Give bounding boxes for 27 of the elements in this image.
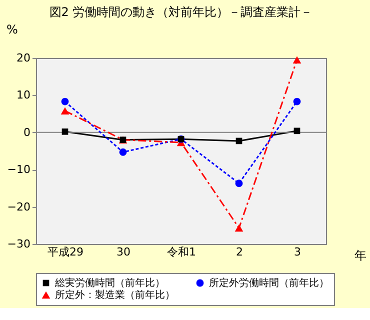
point (292, 56, 302, 64)
point (294, 128, 300, 134)
x-tick-label: 2 (236, 246, 243, 258)
point (235, 180, 243, 188)
point (236, 138, 242, 144)
y-tick-label: −30 (7, 238, 30, 250)
point (61, 98, 69, 106)
x-tick-label: 令和1 (167, 246, 196, 258)
y-tick-label: −10 (7, 163, 30, 176)
x-tick-label: 30 (116, 246, 130, 258)
y-axis-title: % (6, 22, 18, 36)
point (234, 224, 244, 232)
y-tick-label: −20 (7, 200, 30, 214)
x-tick-label: 平成29 (48, 246, 84, 258)
point (60, 107, 70, 114)
point (293, 98, 301, 106)
x-axis-title: 年 (354, 248, 366, 262)
point (119, 148, 127, 156)
y-tick-label: 10 (16, 88, 30, 102)
legend-label: 総実労働時間（前年比） (54, 277, 165, 289)
point (62, 128, 68, 135)
y-tick-label: 0 (24, 126, 30, 139)
y-tick-label: 20 (16, 52, 30, 64)
chart-title: 図2 労働時間の動き（対前年比）－調査産業計－ (49, 5, 313, 19)
legend-label: 所定外労働時間（前年比） (209, 277, 329, 289)
legend-label: 所定外：製造業（前年比） (55, 289, 175, 301)
x-tick-label: 3 (294, 246, 301, 258)
